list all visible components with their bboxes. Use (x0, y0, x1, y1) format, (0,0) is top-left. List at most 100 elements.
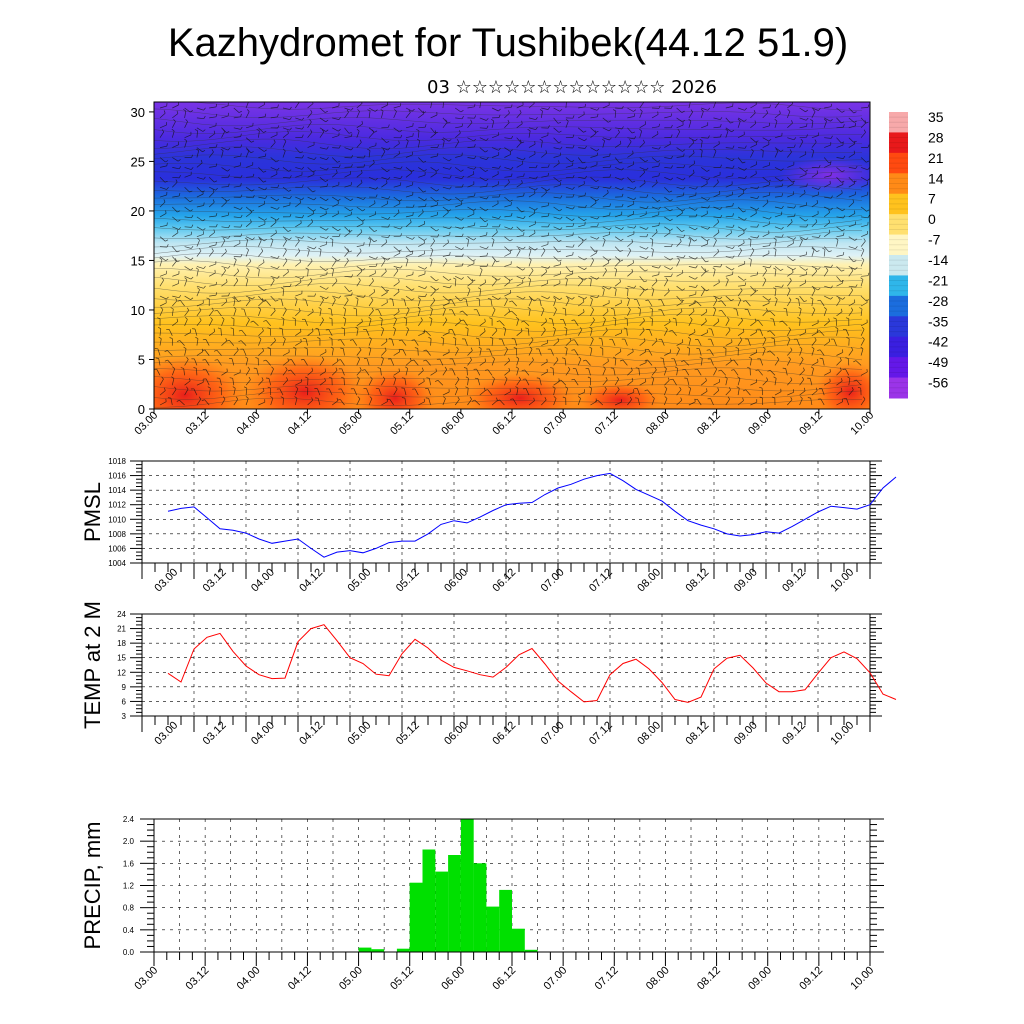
wind-barb (196, 285, 204, 289)
wind-barb-flag (491, 119, 494, 122)
wind-barb (773, 338, 776, 346)
wind-barb-flag (767, 310, 771, 313)
wind-barb (762, 302, 770, 307)
wind-barb-flag (435, 170, 437, 174)
wind-barb (381, 126, 389, 129)
wind-barb-flag (346, 257, 349, 261)
wind-barb-flag (185, 317, 188, 320)
wind-barb-flag (830, 264, 833, 268)
wind-barb (824, 144, 831, 148)
wind-barb (552, 368, 554, 376)
wind-barb (578, 266, 585, 271)
wind-barb (774, 151, 779, 158)
wind-barb (233, 299, 236, 307)
wind-barb (614, 401, 622, 406)
wind-barb (541, 329, 546, 336)
wind-barb (291, 359, 296, 366)
wind-barb-flag (174, 258, 177, 262)
wind-barb (553, 216, 561, 220)
wind-barb (491, 260, 496, 267)
wind-barb-flag (461, 123, 463, 127)
wind-barb (172, 256, 178, 263)
wind-barb-flag (564, 277, 568, 280)
wind-barb (590, 275, 597, 280)
wind-barb (774, 177, 781, 182)
wind-barb-flag (321, 297, 324, 301)
wind-barb (418, 295, 426, 297)
wind-barb (725, 360, 732, 366)
wind-barb (614, 132, 620, 138)
precip-y-tick-label: 0.0 (123, 948, 135, 957)
wind-barb-flag (755, 369, 759, 372)
wind-barb-flag (474, 193, 476, 197)
wind-barb-flag (643, 169, 646, 173)
wind-barb (393, 328, 396, 336)
wind-barb (479, 225, 487, 228)
wind-barb-flag (498, 147, 501, 151)
wind-barb-flag (645, 246, 649, 250)
wind-barb-flag (357, 356, 360, 360)
wind-barb (381, 203, 388, 208)
wind-barb (258, 338, 262, 346)
wind-barb-flag (823, 307, 827, 310)
wind-barb (245, 102, 249, 109)
wind-barb-flag (571, 319, 575, 321)
wind-barb (713, 136, 721, 139)
wind-barb (491, 309, 496, 317)
wind-barb-flag (367, 109, 371, 112)
wind-barb (762, 266, 770, 269)
wind-barb-flag (669, 199, 673, 202)
wind-barb (442, 122, 448, 129)
wind-barb-flag (276, 198, 280, 202)
cross-y-tick-label: 25 (131, 154, 145, 169)
wind-barb-flag (203, 285, 206, 289)
wind-barb-flag (787, 109, 791, 112)
precip-bar (409, 882, 423, 952)
wind-barb-flag (456, 376, 460, 380)
wind-barb (553, 381, 560, 386)
wind-barb-flag (260, 248, 264, 252)
wind-barb (393, 266, 401, 269)
wind-barb (340, 339, 345, 346)
wind-barb-flag (529, 346, 533, 350)
wind-barb (196, 147, 203, 153)
wind-barb-flag (706, 169, 710, 172)
wind-barb-flag (310, 109, 313, 113)
wind-barb (639, 226, 647, 230)
wind-barb (245, 137, 252, 143)
wind-barb (787, 183, 794, 188)
wind-barb (762, 144, 770, 148)
wind-barb (417, 140, 421, 148)
wind-barb-flag (613, 356, 617, 359)
contour-line (154, 344, 863, 355)
wind-barb-flag (240, 144, 243, 148)
wind-barb-flag (681, 299, 683, 303)
wind-barb (737, 226, 745, 231)
wind-barb-flag (830, 119, 833, 122)
wind-barb (245, 379, 251, 386)
wind-barb (258, 309, 262, 317)
wind-barb (233, 155, 241, 158)
wind-barb-flag (841, 378, 843, 382)
wind-barb-flag (430, 100, 433, 102)
wind-barb-flag (547, 172, 549, 176)
wind-barb (848, 236, 855, 241)
wind-barb-flag (375, 263, 378, 267)
wind-barb-flag (754, 120, 757, 124)
wind-barb-flag (803, 387, 806, 391)
wind-barb (282, 309, 287, 317)
wind-barb-flag (714, 366, 717, 370)
wind-barb (769, 350, 776, 356)
wind-barb (442, 157, 450, 162)
wind-barb-flag (423, 238, 427, 241)
wind-barb-flag (610, 308, 614, 310)
wind-barb (196, 150, 200, 158)
wind-barb (378, 388, 382, 396)
wind-barb-flag (346, 109, 349, 113)
wind-barb (208, 331, 216, 336)
wind-barb (713, 143, 720, 148)
wind-barb (590, 164, 598, 168)
wind-barb-flag (631, 239, 634, 243)
wind-barb (489, 348, 493, 356)
precip-x-tick-label: 06.12 (490, 964, 518, 992)
